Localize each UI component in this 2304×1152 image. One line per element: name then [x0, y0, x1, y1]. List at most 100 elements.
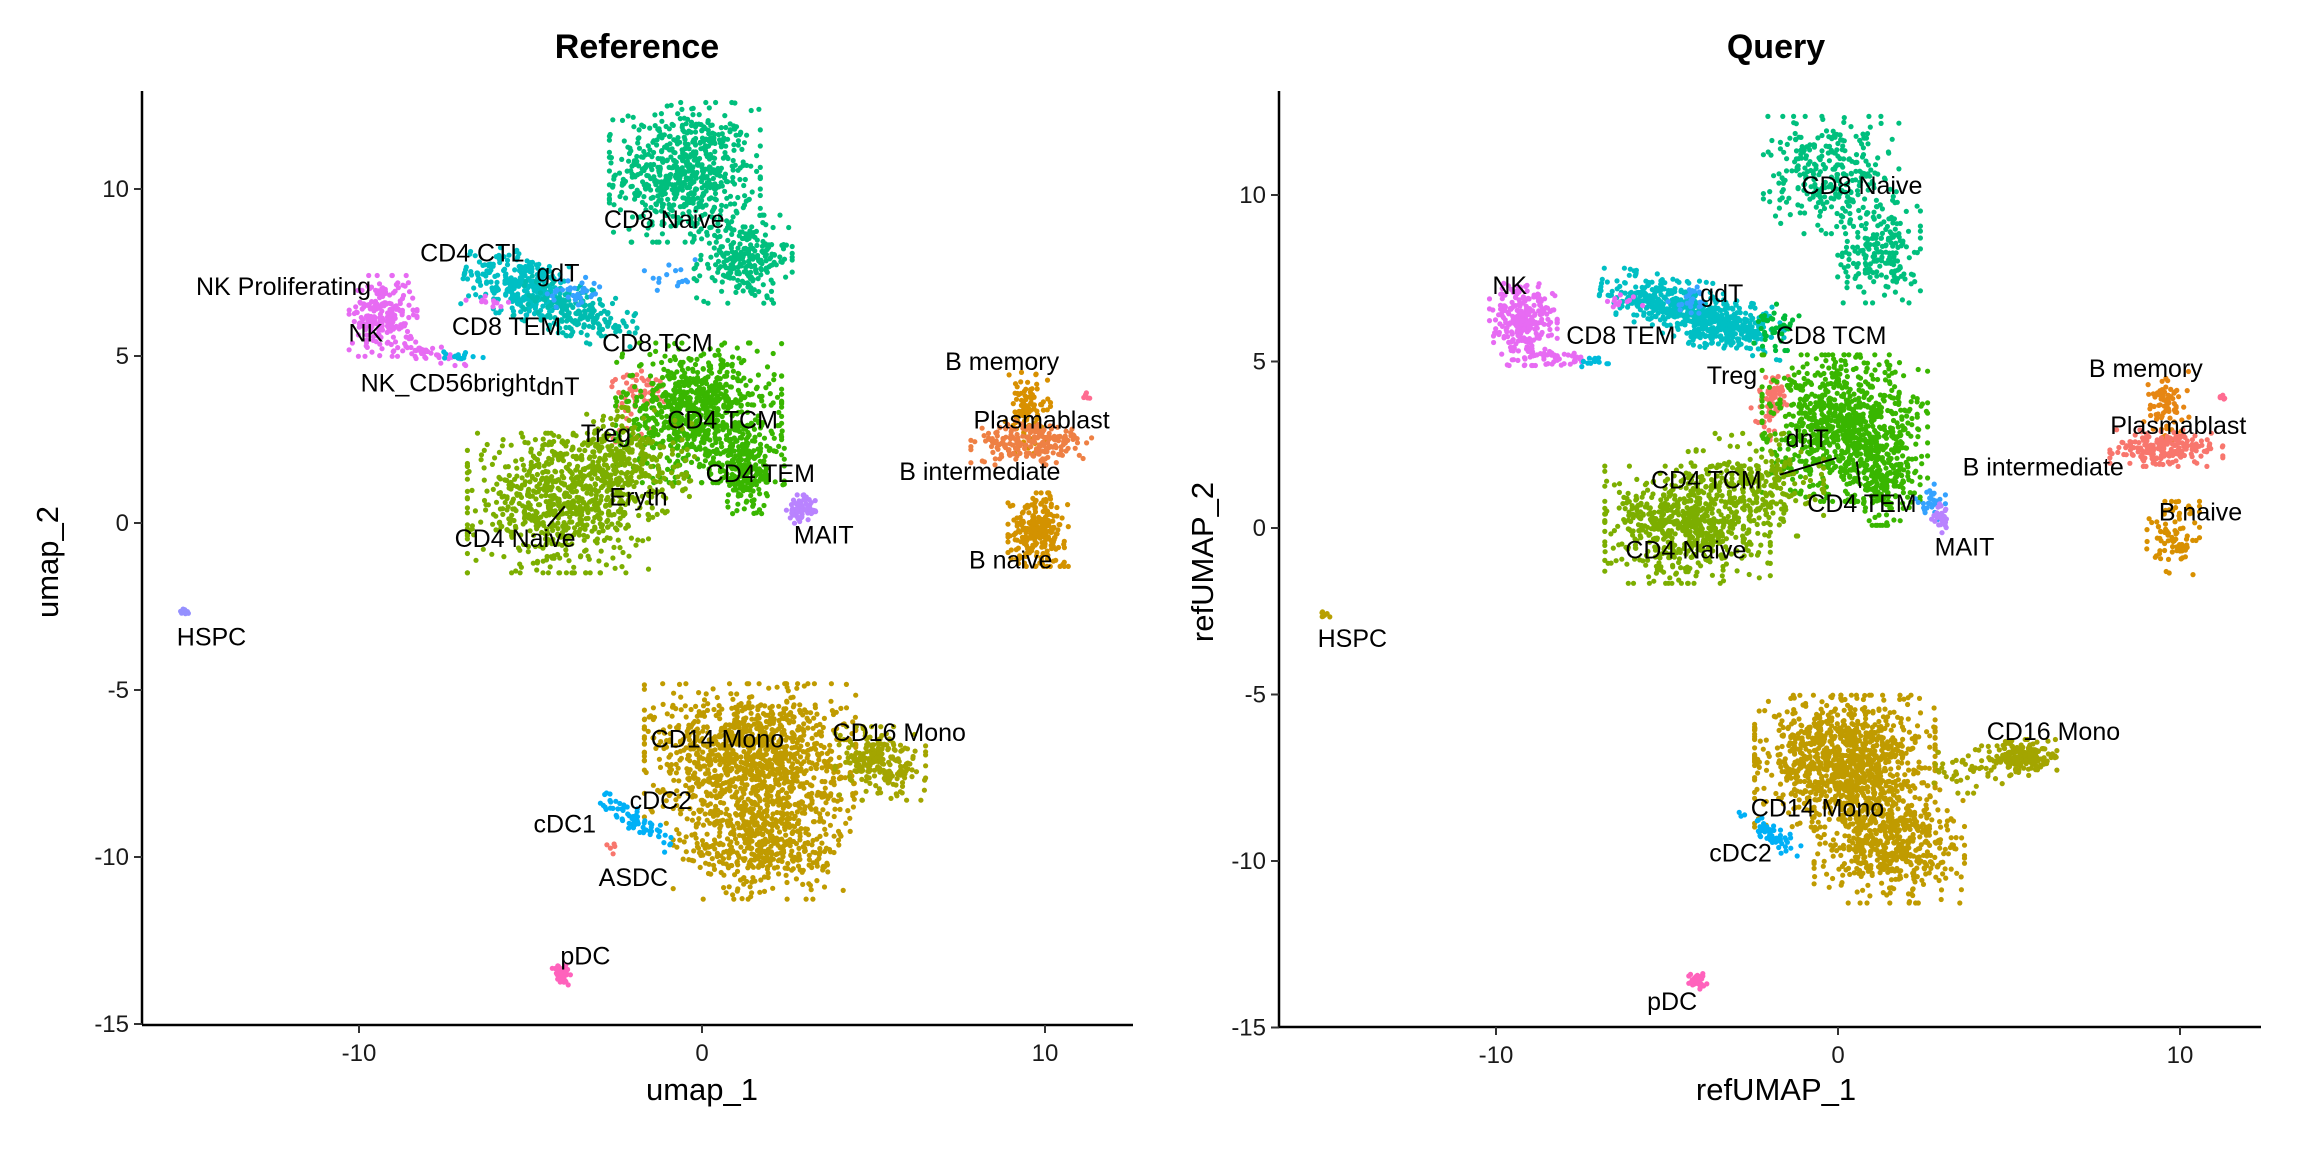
point-cd8-naive — [654, 239, 660, 245]
point-b-naive — [1039, 517, 1045, 523]
point-cd14-mono — [673, 770, 680, 776]
point-treg — [642, 390, 648, 396]
point-nk — [362, 353, 368, 359]
point-cd8-naive — [683, 152, 689, 158]
point-cd4-tcm — [613, 403, 619, 409]
point-cd8-naive — [735, 277, 741, 283]
point-b-naive — [1061, 559, 1067, 565]
point-b-memory — [1044, 377, 1051, 383]
point-cd8-naive — [691, 137, 697, 143]
point-cd4-naive — [618, 459, 624, 465]
point-gdt — [544, 291, 550, 297]
point-cd4-tcm — [690, 376, 697, 382]
point-cd4-naive — [583, 547, 589, 553]
point-cd8-naive — [690, 149, 697, 155]
point-cd4-naive — [534, 567, 540, 573]
point-plasmablast — [988, 443, 995, 450]
point-cd8-tem — [511, 285, 517, 292]
point-cd8-naive — [715, 221, 721, 227]
point-plasmablast — [1089, 435, 1095, 441]
point-nk — [438, 360, 444, 366]
point-b-naive — [1061, 541, 1067, 548]
point-cd4-tcm — [631, 417, 637, 423]
point-cd4-naive — [537, 481, 543, 487]
point-cd4-tcm — [752, 438, 758, 444]
point-b-memory — [1012, 390, 1018, 396]
point-cd8-naive — [680, 158, 686, 164]
point-cd8-naive — [655, 193, 661, 199]
point-cd8-naive — [761, 300, 767, 306]
point-cd4-naive — [580, 500, 586, 506]
point-cd8-naive — [645, 225, 651, 231]
point-cd4-tcm — [725, 492, 732, 498]
point-cd4-naive — [517, 570, 523, 576]
point-cd14-mono — [641, 717, 648, 723]
point-plasmablast — [1046, 436, 1052, 443]
point-cd4-tcm — [675, 388, 682, 394]
point-cd8-naive — [653, 202, 660, 208]
point-b-naive — [1005, 534, 1011, 540]
point-cd8-naive — [611, 176, 617, 182]
point-cd8-naive — [666, 126, 672, 132]
point-cd8-tem — [489, 285, 495, 291]
point-cd4-tcm — [688, 459, 695, 465]
point-cd8-naive — [735, 194, 741, 201]
point-cd4-naive — [481, 465, 487, 471]
point-cd8-naive — [766, 264, 772, 270]
point-cd4-tcm — [750, 501, 757, 507]
point-cd8-tem — [464, 276, 471, 282]
point-cd8-tem — [540, 303, 546, 309]
point-cd4-tcm — [727, 384, 733, 390]
point-cd8-naive — [619, 156, 625, 162]
point-cd8-naive — [730, 163, 736, 169]
point-cd4-tcm — [673, 381, 679, 387]
point-cd4-naive — [466, 468, 472, 475]
point-cd8-tem — [514, 257, 520, 263]
point-cd8-naive — [671, 182, 677, 189]
point-cd4-tcm — [734, 345, 740, 351]
point-cd8-naive — [648, 187, 654, 193]
point-cd8-naive — [712, 196, 718, 202]
point-cd8-naive — [752, 292, 758, 298]
point-cd8-naive — [728, 242, 734, 248]
point-cd8-naive — [731, 181, 738, 187]
point-cd8-naive — [750, 230, 757, 236]
point-cd4-naive — [543, 492, 549, 498]
point-cd8-naive — [693, 171, 699, 177]
point-cd8-naive — [706, 240, 713, 246]
point-b-memory — [1018, 390, 1024, 396]
point-cd8-naive — [701, 298, 707, 304]
point-cd8-naive — [706, 177, 712, 183]
point-cd8-tem — [482, 262, 488, 268]
point-cd4-naive — [584, 534, 591, 540]
point-cd4-tcm — [743, 499, 749, 505]
point-cd8-tem — [527, 269, 533, 275]
point-cd8-naive — [690, 164, 696, 170]
point-plasmablast — [1060, 442, 1066, 448]
point-cd8-tem — [483, 273, 489, 279]
point-nk — [385, 339, 391, 345]
point-cd8-naive — [666, 201, 672, 208]
point-cd4-naive — [493, 499, 500, 505]
point-cd8-naive — [681, 129, 687, 135]
point-cd4-naive — [611, 544, 617, 551]
point-cd4-naive — [548, 441, 555, 447]
point-cd4-tcm — [779, 413, 785, 419]
point-cd8-naive — [724, 225, 731, 231]
point-nk — [395, 285, 401, 291]
point-cd4-tcm — [701, 434, 707, 440]
point-nk — [406, 314, 412, 321]
point-cd4-naive — [500, 511, 506, 517]
point-cd14-mono — [641, 740, 648, 747]
point-plasmablast — [1055, 434, 1061, 440]
point-b-naive — [1033, 497, 1039, 504]
point-cd4-naive — [617, 515, 623, 522]
point-nk — [491, 300, 497, 306]
point-cd8-tem — [522, 272, 528, 279]
point-cd8-naive — [783, 274, 789, 280]
point-cd8-naive — [699, 197, 705, 204]
point-nk — [400, 348, 406, 354]
point-b-naive — [1032, 526, 1038, 532]
point-cd8-naive — [688, 129, 694, 135]
point-cd8-naive — [758, 258, 764, 264]
